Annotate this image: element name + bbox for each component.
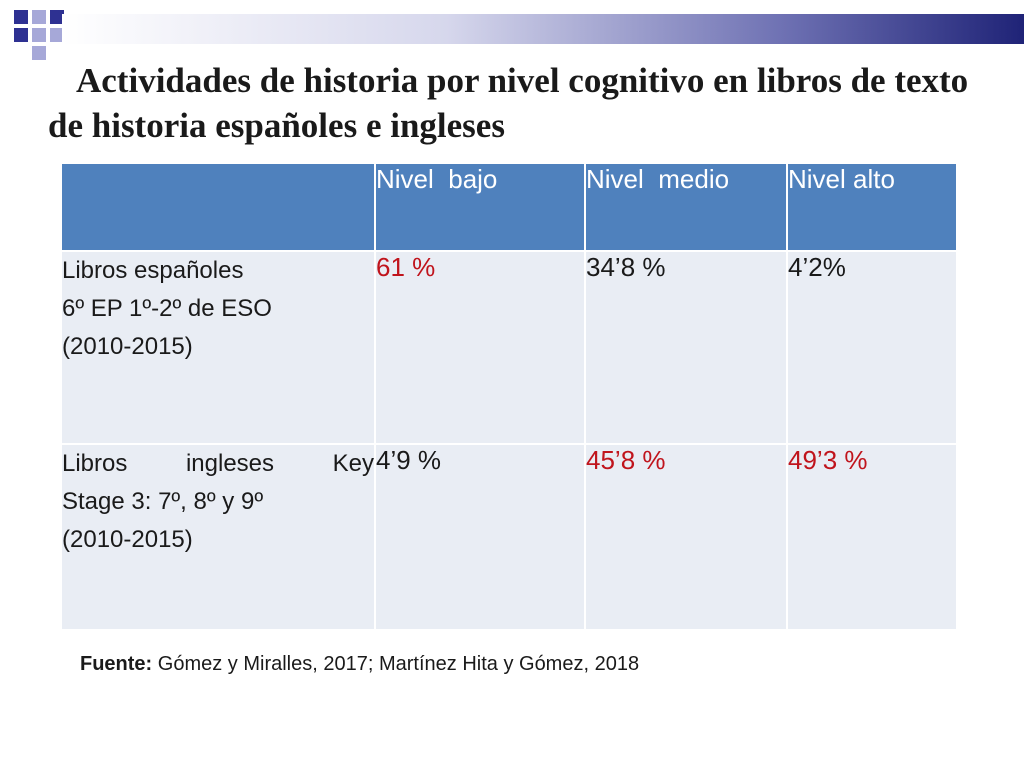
table-row: Libros españoles 6º EP 1º-2º de ESO (201… <box>60 250 958 445</box>
corner-square <box>14 10 28 24</box>
corner-square <box>32 10 46 24</box>
row-label-spanish: Libros españoles 6º EP 1º-2º de ESO (201… <box>60 250 376 445</box>
slide-title: Actividades de historia por nivel cognit… <box>48 61 969 145</box>
corner-square <box>32 46 46 60</box>
header-cell-empty <box>60 162 376 252</box>
row-label-line: 6º EP 1º-2º de ESO <box>62 295 272 322</box>
row-label-line: (2010-2015) <box>62 526 193 553</box>
source-note: Fuente: Gómez y Miralles, 2017; Martínez… <box>80 653 639 676</box>
table-row: Libros ingleses Key Stage 3: 7º, 8º y 9º… <box>60 443 958 631</box>
row-label-line: (2010-2015) <box>62 333 193 360</box>
results-table: Nivel bajo Nivel medio Nivel alto Libros… <box>60 162 958 631</box>
value-cell: 4’9 % <box>374 443 586 631</box>
value-cell: 34’8 % <box>584 250 788 445</box>
header-gradient-bar <box>62 14 1024 44</box>
value-cell: 49’3 % <box>786 443 958 631</box>
header-cell-nivel-alto: Nivel alto <box>786 162 958 252</box>
source-text: Gómez y Miralles, 2017; Martínez Hita y … <box>152 653 640 675</box>
corner-square <box>14 28 28 42</box>
header-cell-nivel-medio: Nivel medio <box>584 162 788 252</box>
source-label: Fuente: <box>80 653 153 675</box>
row-label-english: Libros ingleses Key Stage 3: 7º, 8º y 9º… <box>60 443 376 631</box>
value-cell: 45’8 % <box>584 443 788 631</box>
row-label-line: Libros ingleses Key <box>62 450 374 477</box>
corner-square <box>50 28 64 42</box>
corner-square <box>50 10 64 24</box>
table-header-row: Nivel bajo Nivel medio Nivel alto <box>60 162 958 252</box>
header-cell-nivel-bajo: Nivel bajo <box>374 162 586 252</box>
corner-square <box>32 28 46 42</box>
row-label-line: Libros españoles <box>62 257 244 284</box>
value-cell: 61 % <box>374 250 586 445</box>
row-label-line: Stage 3: 7º, 8º y 9º <box>62 488 264 515</box>
value-cell: 4’2% <box>786 250 958 445</box>
